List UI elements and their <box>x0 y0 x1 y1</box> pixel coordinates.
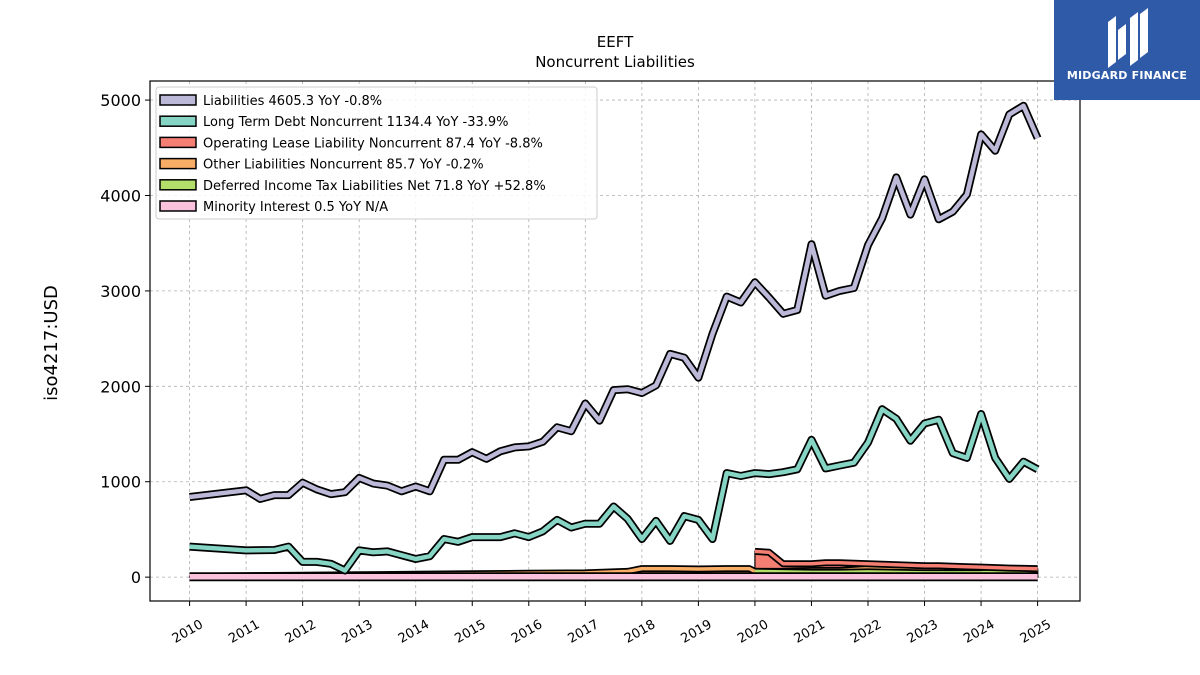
legend-swatch <box>159 115 197 127</box>
x-tick-label: 2014 <box>396 617 432 647</box>
x-tick-label: 2025 <box>1018 617 1054 647</box>
legend-label: Deferred Income Tax Liabilities Net 71.8… <box>203 179 546 194</box>
x-tick-label: 2022 <box>848 617 884 647</box>
x-tick-label: 2015 <box>452 617 488 647</box>
legend-swatch <box>159 200 197 212</box>
grid <box>150 81 1080 601</box>
x-tick-label: 2017 <box>565 617 601 647</box>
x-tick-label: 2011 <box>226 617 262 647</box>
x-tick-label: 2020 <box>735 617 771 647</box>
legend-label: Long Term Debt Noncurrent 1134.4 YoY -33… <box>203 115 509 130</box>
y-tick-label: 4000 <box>100 186 141 205</box>
legend-label: Other Liabilities Noncurrent 85.7 YoY -0… <box>203 158 484 173</box>
x-tick-label: 2024 <box>961 617 997 647</box>
series-line-long-term-debt-noncurrent <box>189 406 1039 573</box>
logo-mark-icon <box>1108 8 1148 68</box>
y-tick-label: 3000 <box>100 282 141 301</box>
x-tick-label: 2012 <box>283 617 319 647</box>
x-tick-label: 2010 <box>170 617 206 647</box>
chart-title: EEFT <box>596 33 634 51</box>
series-line-operating-lease-liability-noncurrent <box>754 549 1038 571</box>
legend-swatch <box>159 179 197 191</box>
legend: Liabilities 4605.3 YoY -0.8% Long Term De… <box>155 86 598 220</box>
x-tick-label: 2013 <box>339 617 375 647</box>
y-tick-label: 1000 <box>100 473 141 492</box>
legend-label: Minority Interest 0.5 YoY N/A <box>203 200 388 215</box>
series-line-liabilities <box>189 103 1040 502</box>
x-tick-label: 2021 <box>792 617 828 647</box>
x-tick-label: 2023 <box>905 617 941 647</box>
y-tick-label: 2000 <box>100 377 141 396</box>
x-tick-label: 2016 <box>509 617 545 647</box>
legend-box <box>155 86 598 220</box>
plot-frame <box>149 80 1081 602</box>
legend-label: Operating Lease Liability Noncurrent 87.… <box>203 136 543 151</box>
legend-swatch <box>159 136 197 149</box>
series-lines <box>189 101 1042 582</box>
legend-label: Liabilities 4605.3 YoY -0.8% <box>203 94 382 109</box>
y-tick-label: 0 <box>131 568 141 587</box>
brand-logo: MIDGARD FINANCE <box>1054 0 1200 100</box>
y-tick-label: 5000 <box>100 91 141 110</box>
logo-text: MIDGARD FINANCE <box>1066 69 1188 82</box>
x-tick-label: 2019 <box>679 617 715 647</box>
x-tick-label: 2018 <box>622 617 658 647</box>
legend-swatch <box>159 157 197 170</box>
legend-swatch <box>159 94 197 106</box>
chart-subtitle: Noncurrent Liabilities <box>535 53 695 71</box>
y-axis-label: iso4217:USD <box>41 285 62 401</box>
